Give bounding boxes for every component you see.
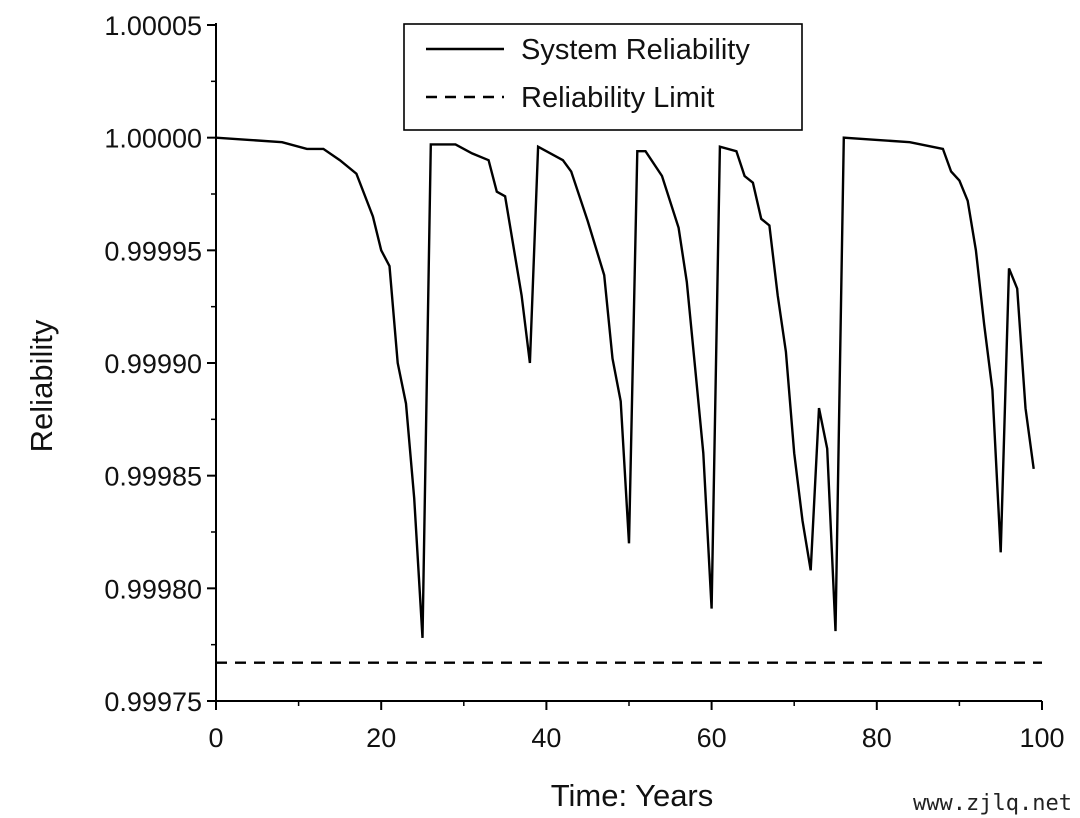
y-tick-label: 0.99980 [104, 574, 202, 604]
y-tick-label: 0.99990 [104, 349, 202, 379]
y-axis-title: Reliability [24, 319, 59, 452]
y-tick-label: 0.99975 [104, 687, 202, 717]
y-tick-label: 1.00005 [104, 11, 202, 41]
legend-box [403, 23, 803, 131]
y-tick-label: 0.99985 [104, 462, 202, 492]
x-tick-label: 20 [366, 723, 396, 753]
y-tick-label: 0.99995 [104, 236, 202, 266]
series-line-1 [215, 136, 1035, 638]
y-tick-label: 1.00000 [104, 124, 202, 154]
x-tick-label: 0 [208, 723, 223, 753]
legend-label: System Reliability [521, 34, 750, 66]
x-axis-title: Time: Years [551, 778, 714, 813]
series-layer [215, 136, 1042, 664]
x-tick-label: 80 [862, 723, 892, 753]
legend: System Reliability Reliability Limit [403, 23, 803, 131]
legend-label: Reliability Limit [521, 82, 714, 114]
axes: 0.99975 0.99980 0.99985 0.99990 0.99995 1.000… [104, 11, 1064, 753]
x-tick-label: 60 [697, 723, 727, 753]
x-tick-label: 100 [1019, 723, 1064, 753]
watermark: www.zjlq.net [913, 791, 1072, 816]
x-tick-label: 40 [531, 723, 561, 753]
